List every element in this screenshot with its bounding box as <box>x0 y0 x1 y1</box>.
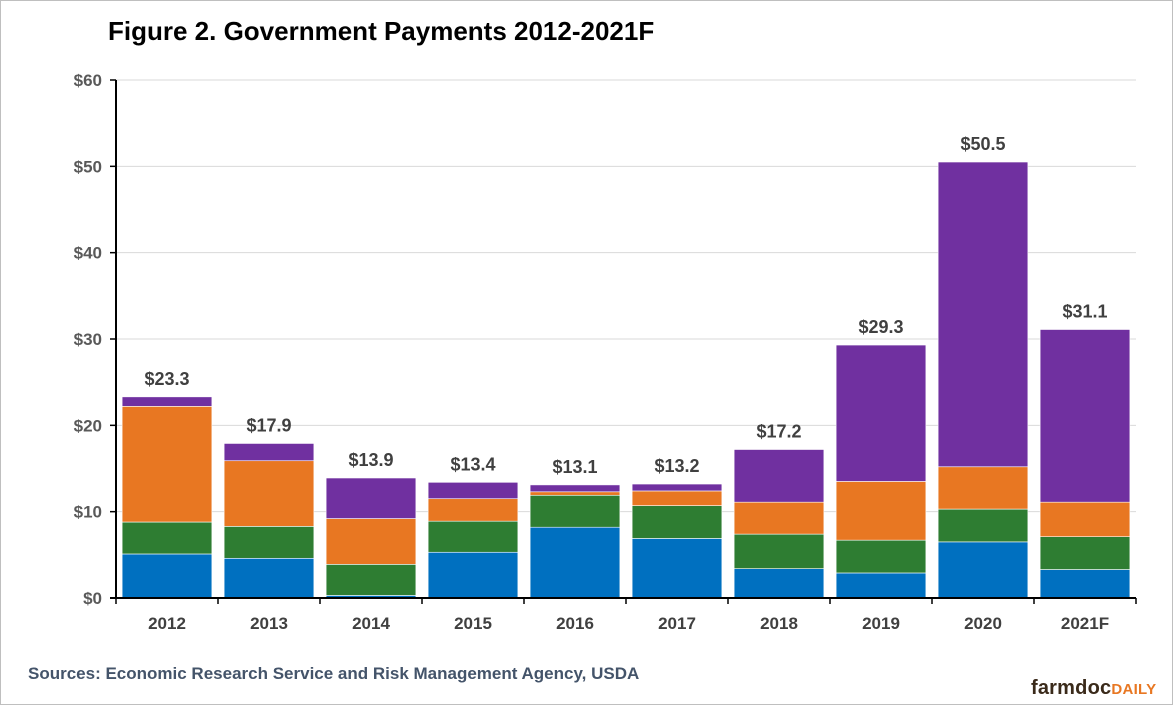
x-tick-label-2017: 2017 <box>658 614 696 633</box>
bar-segment-2018-4 <box>733 449 825 503</box>
y-tick-label: $60 <box>74 71 102 90</box>
bar-segment-2014-2 <box>325 564 417 596</box>
bar-segment-2021F-4 <box>1039 329 1131 503</box>
total-label-2020: $50.5 <box>960 134 1005 154</box>
bar-segment-2019-4 <box>835 344 927 482</box>
bar-segment-2019-1 <box>835 572 927 599</box>
y-tick-label: $30 <box>74 330 102 349</box>
bar-segment-2018-3 <box>733 501 825 535</box>
bar-segment-2016-1 <box>529 526 621 599</box>
bar-segment-2015-4 <box>427 482 519 500</box>
bar-segment-2020-1 <box>937 541 1029 599</box>
x-tick-label-2012: 2012 <box>148 614 186 633</box>
bar-segment-2016-3 <box>529 491 621 496</box>
total-label-2015: $13.4 <box>450 454 495 474</box>
x-tick-label-2021F: 2021F <box>1061 614 1109 633</box>
x-tick-label-2020: 2020 <box>964 614 1002 633</box>
total-label-2018: $17.2 <box>756 422 801 442</box>
chart-title: Figure 2. Government Payments 2012-2021F <box>108 16 655 46</box>
x-tick-label-2016: 2016 <box>556 614 594 633</box>
total-label-2014: $13.9 <box>348 450 393 470</box>
total-label-2016: $13.1 <box>552 457 597 477</box>
bar-segment-2021F-1 <box>1039 569 1131 599</box>
bar-segment-2013-3 <box>223 460 315 527</box>
axes <box>110 79 1137 604</box>
bar-segment-2012-1 <box>121 553 213 599</box>
bar-segment-2019-3 <box>835 481 927 541</box>
bar-segment-2015-1 <box>427 551 519 599</box>
y-tick-label: $50 <box>74 157 102 176</box>
bar-segment-2012-4 <box>121 396 213 407</box>
x-tick-label-2015: 2015 <box>454 614 492 633</box>
bar-segment-2012-3 <box>121 406 213 523</box>
bar-segment-2016-4 <box>529 484 621 493</box>
logo-part-daily: DAILY <box>1111 681 1157 698</box>
x-tick-label-2013: 2013 <box>250 614 288 633</box>
bar-segment-2020-4 <box>937 161 1029 468</box>
bar-segment-2014-3 <box>325 518 417 565</box>
x-tick-label-2014: 2014 <box>352 614 390 633</box>
x-tick-label-2018: 2018 <box>760 614 798 633</box>
bar-segment-2021F-2 <box>1039 536 1131 570</box>
bar-segment-2020-3 <box>937 466 1029 510</box>
bar-segment-2020-2 <box>937 508 1029 543</box>
bar-segment-2015-3 <box>427 498 519 522</box>
bar-segment-2019-2 <box>835 539 927 574</box>
source-note: Sources: Economic Research Service and R… <box>28 664 640 683</box>
y-tick-label: $40 <box>74 244 102 263</box>
bar-segment-2013-4 <box>223 443 315 462</box>
bar-segment-2018-2 <box>733 533 825 569</box>
total-label-2012: $23.3 <box>144 369 189 389</box>
bar-segment-2012-2 <box>121 521 213 555</box>
total-label-2019: $29.3 <box>858 317 903 337</box>
bar-segment-2015-2 <box>427 520 519 553</box>
farmdoc-daily-logo: farmdocDAILY <box>1031 677 1156 701</box>
bar-segment-2017-4 <box>631 483 723 492</box>
y-tick-label: $20 <box>74 416 102 435</box>
bar-segment-2018-1 <box>733 568 825 599</box>
total-label-2021F: $31.1 <box>1062 302 1107 322</box>
logo-part-farmdoc: farmdoc <box>1031 677 1112 699</box>
bar-segment-2017-1 <box>631 538 723 599</box>
bar-segment-2017-3 <box>631 490 723 506</box>
bar-segment-2017-2 <box>631 505 723 539</box>
x-tick-label-2019: 2019 <box>862 614 900 633</box>
labels: $0 $10 $20 $30 $40 $50 $60 $23.3 2012 $17.9 2013 $1… <box>74 71 1109 633</box>
y-tick-label: $0 <box>83 589 102 608</box>
bar-segment-2013-2 <box>223 526 315 559</box>
bar-segment-2014-4 <box>325 477 417 519</box>
total-label-2013: $17.9 <box>246 415 291 435</box>
bars <box>121 161 1131 599</box>
bar-segment-2021F-3 <box>1039 501 1131 538</box>
bar-segment-2016-2 <box>529 494 621 528</box>
total-label-2017: $13.2 <box>654 456 699 476</box>
bar-segment-2013-1 <box>223 557 315 599</box>
y-tick-label: $10 <box>74 503 102 522</box>
